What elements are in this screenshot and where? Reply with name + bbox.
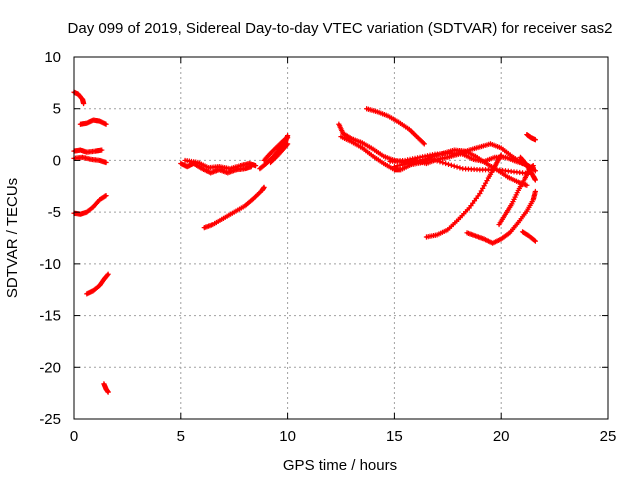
series-arc-23 (524, 131, 538, 143)
data-point (105, 389, 111, 395)
data-point (105, 271, 111, 277)
data-point (81, 100, 87, 107)
data-point (99, 147, 105, 153)
series-arc-19 (423, 152, 504, 240)
data-point (443, 160, 449, 167)
data-point (400, 161, 406, 168)
series-arc-14 (336, 121, 536, 171)
series-arc-01 (71, 89, 87, 107)
data-point (431, 157, 437, 163)
y-tick-label: -15 (39, 308, 61, 325)
x-tick-label: 15 (386, 428, 403, 445)
data-point (524, 182, 530, 188)
data-point (102, 193, 108, 199)
data-point (532, 188, 538, 195)
data-point (532, 238, 538, 244)
data-point (434, 158, 440, 164)
data-point (411, 159, 417, 165)
data-point (425, 155, 432, 161)
data-point (397, 162, 403, 168)
series-arc-17 (391, 155, 534, 177)
x-tick-label: 25 (600, 428, 617, 445)
data-point (103, 121, 109, 127)
series-arc-13 (267, 141, 291, 166)
data-point (420, 157, 426, 163)
data-point (391, 164, 397, 170)
data-point (498, 152, 504, 158)
y-tick-label: 10 (44, 49, 61, 66)
tick-labels: 0 5 10 15 20 25 10 5 0 -5 -10 -15 -20 -25 (39, 49, 616, 445)
series-arc-22 (517, 154, 538, 183)
axis-ticks (73, 56, 609, 420)
data-point (423, 156, 429, 162)
series-arc-03 (71, 147, 105, 155)
data-point (451, 163, 457, 169)
series-arc-24 (519, 229, 538, 244)
y-tick-label: -5 (48, 204, 61, 221)
series-line (365, 107, 426, 146)
chart-title: Day 099 of 2019, Sidereal Day-to-day VTE… (68, 20, 613, 37)
data-point (532, 137, 538, 143)
data-point (531, 237, 537, 243)
data-point (437, 159, 443, 165)
data-point (448, 162, 454, 168)
data-point (445, 161, 452, 167)
plot-frame (73, 56, 609, 420)
series-arc-20 (464, 188, 538, 246)
data-point (532, 177, 538, 183)
series-arc-18 (364, 106, 427, 147)
data-point (284, 142, 290, 148)
data-point (408, 159, 415, 166)
series-arc-10 (201, 184, 267, 231)
y-tick-label: -20 (39, 359, 61, 376)
data-point (529, 163, 536, 169)
y-axis-label: SDTVAR / TECUs (4, 178, 21, 298)
data-point (252, 163, 259, 169)
data-point (104, 272, 111, 278)
data-point (285, 141, 291, 147)
series-arc-04 (71, 154, 109, 166)
data-point (103, 159, 109, 166)
series-arc-05 (71, 192, 109, 217)
x-axis-label: GPS time / hours (283, 457, 397, 474)
data-point (457, 165, 463, 171)
data-point (394, 163, 400, 169)
data-point (406, 160, 412, 166)
data-traces (71, 89, 538, 395)
x-tick-label: 10 (279, 428, 296, 445)
data-point (532, 168, 538, 174)
series-arc-02 (77, 117, 109, 127)
series-arc-06 (84, 271, 111, 297)
y-tick-label: 0 (53, 152, 61, 169)
series-arc-09 (182, 157, 259, 172)
data-point (440, 160, 446, 166)
data-point (530, 163, 536, 169)
data-point (403, 161, 409, 167)
data-point (420, 140, 426, 146)
y-tick-label: -25 (39, 411, 61, 428)
data-point (417, 157, 423, 164)
data-point (421, 141, 427, 147)
data-point (454, 164, 460, 170)
x-tick-label: 0 (70, 428, 78, 445)
data-point (103, 192, 109, 199)
x-tick-label: 20 (493, 428, 510, 445)
y-tick-label: 5 (53, 101, 61, 118)
grid (74, 57, 608, 419)
data-point (414, 158, 420, 164)
data-point (261, 184, 267, 190)
y-tick-label: -10 (39, 256, 61, 273)
x-tick-label: 5 (177, 428, 185, 445)
series-arc-07 (101, 381, 111, 395)
series-arc-12 (261, 135, 291, 164)
data-point (285, 135, 291, 141)
series-line (203, 186, 266, 229)
data-point (428, 156, 435, 162)
